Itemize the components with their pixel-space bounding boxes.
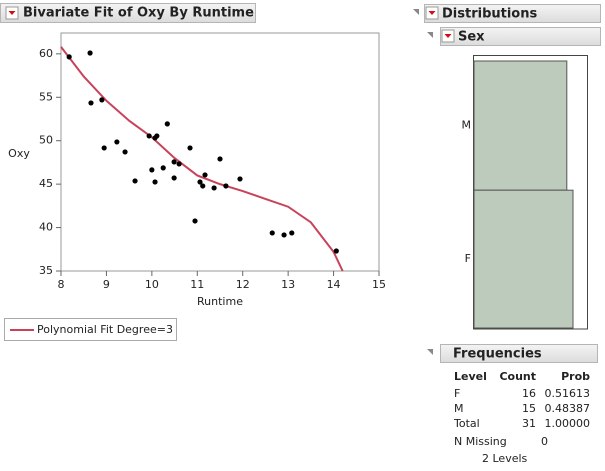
- point: [269, 230, 275, 236]
- point: [160, 165, 166, 171]
- cell: 0.51613: [545, 387, 591, 400]
- x-axis-label: Runtime: [197, 295, 243, 308]
- column-header: Level: [454, 370, 487, 383]
- point: [154, 133, 160, 139]
- cell: F: [454, 387, 460, 400]
- point: [87, 50, 93, 56]
- cell: 16: [522, 387, 536, 400]
- point: [200, 183, 206, 189]
- y-tick-label: 50: [39, 134, 53, 147]
- cell: 0.48387: [545, 402, 591, 415]
- legend: [4, 318, 177, 341]
- y-tick-label: 55: [39, 90, 53, 103]
- bar: [473, 189, 574, 329]
- x-tick-label: 12: [236, 278, 250, 291]
- x-tick-label: 15: [372, 278, 386, 291]
- point: [223, 183, 229, 189]
- x-tick-label: 14: [327, 278, 341, 291]
- bar: [473, 60, 568, 191]
- plot-frame: [60, 32, 380, 272]
- point: [171, 175, 177, 181]
- y-tick-label: 35: [39, 264, 53, 277]
- point: [101, 145, 107, 151]
- column-header: Prob: [561, 370, 590, 383]
- cell: 15: [522, 402, 536, 415]
- point: [187, 145, 193, 151]
- point: [176, 161, 182, 167]
- column-header: Count: [499, 370, 536, 383]
- point: [88, 100, 94, 106]
- point: [149, 167, 155, 173]
- point: [281, 232, 287, 238]
- point: [114, 139, 120, 145]
- point: [99, 97, 105, 103]
- cell: 31: [522, 417, 536, 430]
- point: [66, 54, 72, 60]
- chart-title: Bivariate Fit of Oxy By Runtime: [23, 6, 254, 21]
- point: [202, 172, 208, 178]
- x-tick-label: 11: [190, 278, 204, 291]
- x-tick-label: 13: [281, 278, 295, 291]
- point: [289, 230, 295, 236]
- panel-title: Distributions: [442, 7, 537, 22]
- x-tick-label: 9: [103, 278, 110, 291]
- category-label: F: [465, 252, 471, 265]
- point: [237, 176, 243, 182]
- x-tick-label: 10: [145, 278, 159, 291]
- y-tick-label: 60: [39, 47, 53, 60]
- dist-title: Sex: [458, 30, 485, 45]
- label: 2 Levels: [482, 452, 528, 465]
- point: [171, 159, 177, 165]
- y-axis-label: Oxy: [8, 147, 30, 160]
- point: [197, 179, 203, 185]
- point: [211, 185, 217, 191]
- point: [152, 179, 158, 185]
- freq-title: Frequencies: [453, 347, 542, 362]
- cell: M: [454, 402, 464, 415]
- y-tick-label: 40: [39, 221, 53, 234]
- cell: Total: [453, 417, 480, 430]
- point: [164, 121, 170, 127]
- point: [217, 156, 223, 162]
- point: [146, 133, 152, 139]
- y-tick-label: 45: [39, 177, 53, 190]
- point: [333, 248, 339, 254]
- point: [122, 149, 128, 155]
- label: N Missing: [454, 435, 507, 448]
- point: [132, 178, 138, 184]
- header: Bivariate Fit of Oxy By Runtime: [0, 3, 256, 23]
- point: [192, 218, 198, 224]
- x-tick-label: 8: [58, 278, 65, 291]
- cell: 1.00000: [545, 417, 591, 430]
- value: 0: [541, 435, 548, 448]
- legend-label: Polynomial Fit Degree=3: [37, 323, 173, 336]
- category-label: M: [462, 119, 472, 132]
- fit-line: [60, 46, 344, 272]
